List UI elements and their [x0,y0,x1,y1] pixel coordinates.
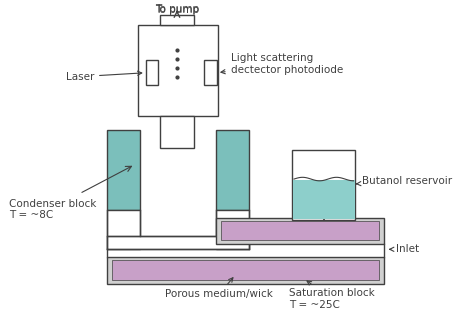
Text: To pump: To pump [155,5,199,15]
Bar [216,130,249,210]
Bar [107,210,140,249]
Bar [107,130,140,210]
Bar [160,15,193,25]
Bar [216,210,249,249]
Bar [107,236,249,249]
Text: Butanol reservoir: Butanol reservoir [356,176,452,186]
Bar [292,150,356,220]
Text: To pump: To pump [155,4,199,15]
Text: Inlet: Inlet [390,244,419,254]
Text: Saturation block
T = ~25C: Saturation block T = ~25C [289,281,375,310]
Bar [107,257,384,284]
Text: Laser: Laser [66,71,142,82]
Text: Condenser block
T = ~8C: Condenser block T = ~8C [9,198,97,220]
Bar [138,25,218,116]
Bar [146,60,158,85]
Bar [111,260,379,280]
Bar [216,218,384,244]
Text: Porous medium/wick: Porous medium/wick [165,278,273,299]
Bar [204,60,217,85]
Bar [293,180,355,219]
Bar [160,116,193,148]
Bar [221,221,379,240]
Text: Light scattering
dectector photodiode: Light scattering dectector photodiode [221,53,343,75]
